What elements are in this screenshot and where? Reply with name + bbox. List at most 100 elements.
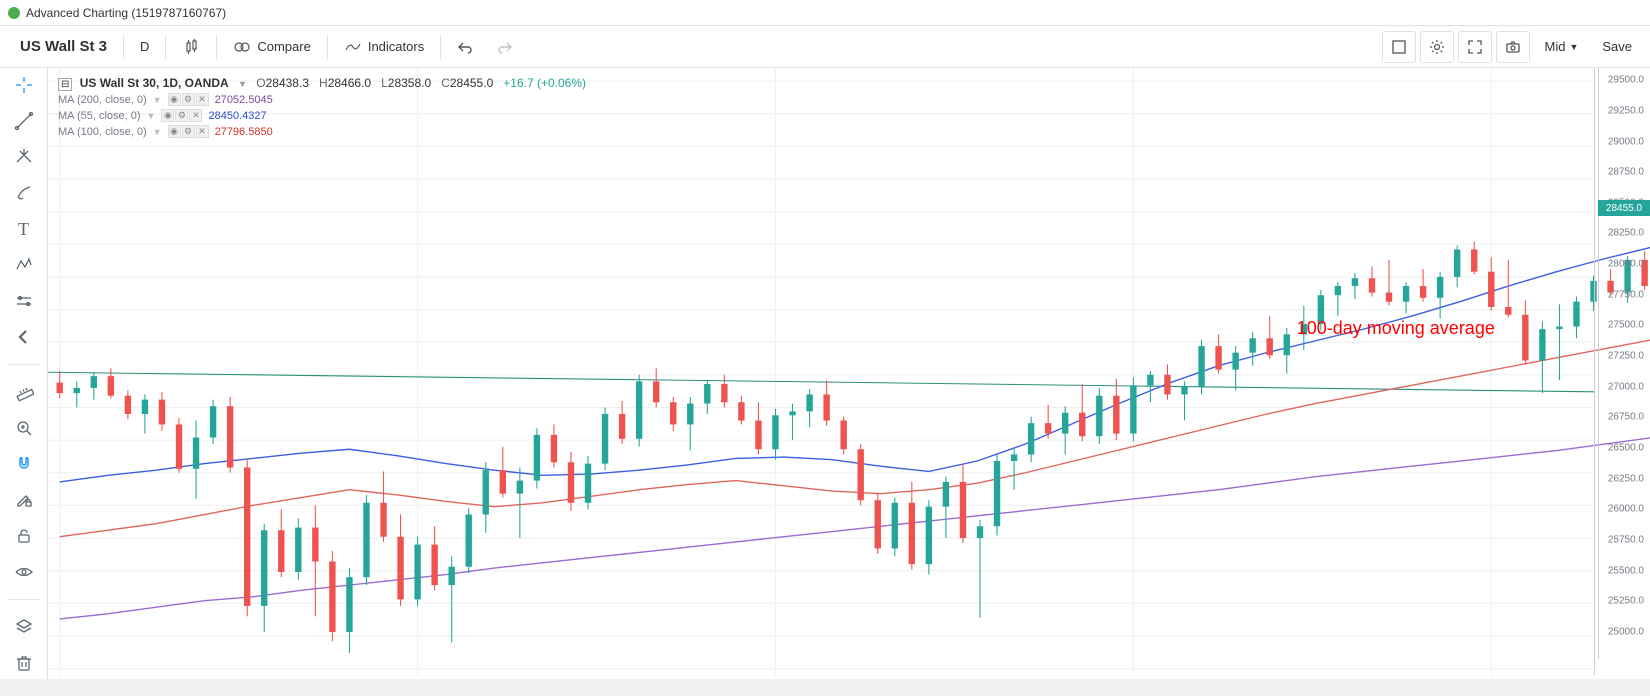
app-logo-icon bbox=[8, 7, 20, 19]
separator bbox=[327, 35, 328, 59]
save-label: Save bbox=[1602, 39, 1632, 54]
save-button[interactable]: Save bbox=[1592, 31, 1642, 63]
forecast-tool[interactable] bbox=[13, 290, 35, 312]
y-axis-label: 28000.0 bbox=[1608, 259, 1644, 270]
selection-button[interactable] bbox=[1382, 31, 1416, 63]
eye-icon[interactable]: ◉ bbox=[161, 109, 174, 122]
fullscreen-icon bbox=[1467, 39, 1483, 55]
ohlc-h-value: 28466.0 bbox=[328, 76, 371, 90]
ohlc-o-value: 28438.3 bbox=[266, 76, 309, 90]
undo-button[interactable] bbox=[445, 31, 485, 63]
magnet-tool[interactable] bbox=[13, 453, 35, 475]
crosshair-icon bbox=[14, 75, 34, 95]
indicators-icon bbox=[344, 38, 362, 56]
zoom-tool[interactable] bbox=[13, 417, 35, 439]
close-icon[interactable]: ✕ bbox=[196, 93, 209, 106]
pitchfork-icon bbox=[14, 147, 34, 167]
y-axis-label: 26500.0 bbox=[1608, 443, 1644, 454]
close-icon[interactable]: ✕ bbox=[189, 109, 202, 122]
ma-value: 27796.5850 bbox=[215, 126, 273, 138]
ruler-tool[interactable] bbox=[13, 381, 35, 403]
pencil-lock-icon bbox=[14, 490, 34, 510]
ma-value: 28450.4327 bbox=[208, 110, 266, 122]
chevron-down-icon[interactable]: ▼ bbox=[153, 95, 162, 105]
legend-symbol: US Wall St 30, 1D, OANDA bbox=[80, 76, 229, 90]
y-axis-label: 27500.0 bbox=[1608, 320, 1644, 331]
redo-icon bbox=[497, 39, 513, 55]
bar-style-button[interactable] bbox=[170, 31, 212, 63]
trendline-tool[interactable] bbox=[13, 110, 35, 132]
toolbar-divider bbox=[7, 364, 40, 365]
gear-icon[interactable]: ⚙ bbox=[182, 93, 195, 106]
ohlc-c-label: C bbox=[441, 76, 450, 90]
pattern-tool[interactable] bbox=[13, 254, 35, 276]
cursor-tool[interactable] bbox=[13, 74, 35, 96]
screenshot-button[interactable] bbox=[1496, 31, 1530, 63]
ma-label: MA (55, close, 0) bbox=[58, 110, 141, 122]
square-icon bbox=[1391, 39, 1407, 55]
gear-icon bbox=[1429, 39, 1445, 55]
lock-icon bbox=[14, 526, 34, 546]
y-axis-label: 25500.0 bbox=[1608, 565, 1644, 576]
settings-button[interactable] bbox=[1420, 31, 1454, 63]
separator bbox=[123, 35, 124, 59]
collapse-legend-icon[interactable]: ⊟ bbox=[58, 78, 72, 91]
redo-button[interactable] bbox=[485, 31, 525, 63]
chart-area[interactable]: ⊟ US Wall St 30, 1D, OANDA ▼ O28438.3 H2… bbox=[48, 68, 1650, 679]
mid-label: Mid bbox=[1544, 39, 1565, 54]
window: Advanced Charting (1519787160767) US Wal… bbox=[0, 0, 1650, 679]
compare-button[interactable]: Compare bbox=[221, 31, 322, 63]
lock-tool[interactable] bbox=[13, 525, 35, 547]
ma-label: MA (100, close, 0) bbox=[58, 126, 147, 138]
eye-icon[interactable]: ◉ bbox=[168, 93, 181, 106]
ohlc-h-label: H bbox=[319, 76, 328, 90]
window-title: Advanced Charting (1519787160767) bbox=[26, 6, 226, 20]
y-axis-label: 27250.0 bbox=[1608, 351, 1644, 362]
toolbar-divider bbox=[7, 599, 40, 600]
interval-label: D bbox=[140, 39, 149, 54]
close-icon[interactable]: ✕ bbox=[196, 125, 209, 138]
ma-controls[interactable]: ◉⚙✕ bbox=[168, 93, 209, 106]
symbol-label: US Wall St 3 bbox=[20, 38, 107, 55]
y-axis-label: 26000.0 bbox=[1608, 504, 1644, 515]
fullscreen-button[interactable] bbox=[1458, 31, 1492, 63]
ma-controls[interactable]: ◉⚙✕ bbox=[161, 109, 202, 122]
zoom-icon bbox=[14, 418, 34, 438]
y-axis-label: 26750.0 bbox=[1608, 412, 1644, 423]
y-axis-label: 29250.0 bbox=[1608, 105, 1644, 116]
gear-icon[interactable]: ⚙ bbox=[182, 125, 195, 138]
y-axis-label: 29000.0 bbox=[1608, 136, 1644, 147]
y-axis-label: 26250.0 bbox=[1608, 473, 1644, 484]
gear-icon[interactable]: ⚙ bbox=[175, 109, 188, 122]
pitchfork-tool[interactable] bbox=[13, 146, 35, 168]
back-button[interactable] bbox=[13, 326, 35, 348]
compare-label: Compare bbox=[257, 39, 310, 54]
ma-controls[interactable]: ◉⚙✕ bbox=[168, 125, 209, 138]
chevron-down-icon[interactable]: ▼ bbox=[147, 111, 156, 121]
layers-tool[interactable] bbox=[13, 616, 35, 638]
eye-icon bbox=[14, 562, 34, 582]
annotation-text: 100-day moving average bbox=[1297, 318, 1495, 339]
text-tool[interactable]: T bbox=[13, 218, 35, 240]
symbol-selector[interactable]: US Wall St 3 bbox=[8, 31, 119, 63]
price-mode-selector[interactable]: Mid ▼ bbox=[1534, 31, 1588, 63]
y-axis[interactable]: 25000.025250.025500.025750.026000.026250… bbox=[1598, 68, 1650, 659]
text-icon: T bbox=[18, 219, 29, 240]
chevron-down-icon: ▼ bbox=[1569, 42, 1578, 52]
chevron-down-icon[interactable]: ▼ bbox=[238, 79, 247, 89]
camera-icon bbox=[1505, 39, 1521, 55]
candlestick-chart[interactable] bbox=[48, 68, 1650, 696]
ma-value: 27052.5045 bbox=[215, 94, 273, 106]
indicators-button[interactable]: Indicators bbox=[332, 31, 436, 63]
drawing-lock-tool[interactable] bbox=[13, 489, 35, 511]
brush-tool[interactable] bbox=[13, 182, 35, 204]
top-toolbar: US Wall St 3 D Compare Indicators bbox=[0, 26, 1650, 68]
drawing-toolbar: T bbox=[0, 68, 48, 679]
visibility-tool[interactable] bbox=[13, 561, 35, 583]
chevron-down-icon[interactable]: ▼ bbox=[153, 127, 162, 137]
trash-tool[interactable] bbox=[13, 652, 35, 674]
y-axis-label: 25750.0 bbox=[1608, 534, 1644, 545]
eye-icon[interactable]: ◉ bbox=[168, 125, 181, 138]
interval-selector[interactable]: D bbox=[128, 31, 161, 63]
arrow-left-icon bbox=[14, 327, 34, 347]
